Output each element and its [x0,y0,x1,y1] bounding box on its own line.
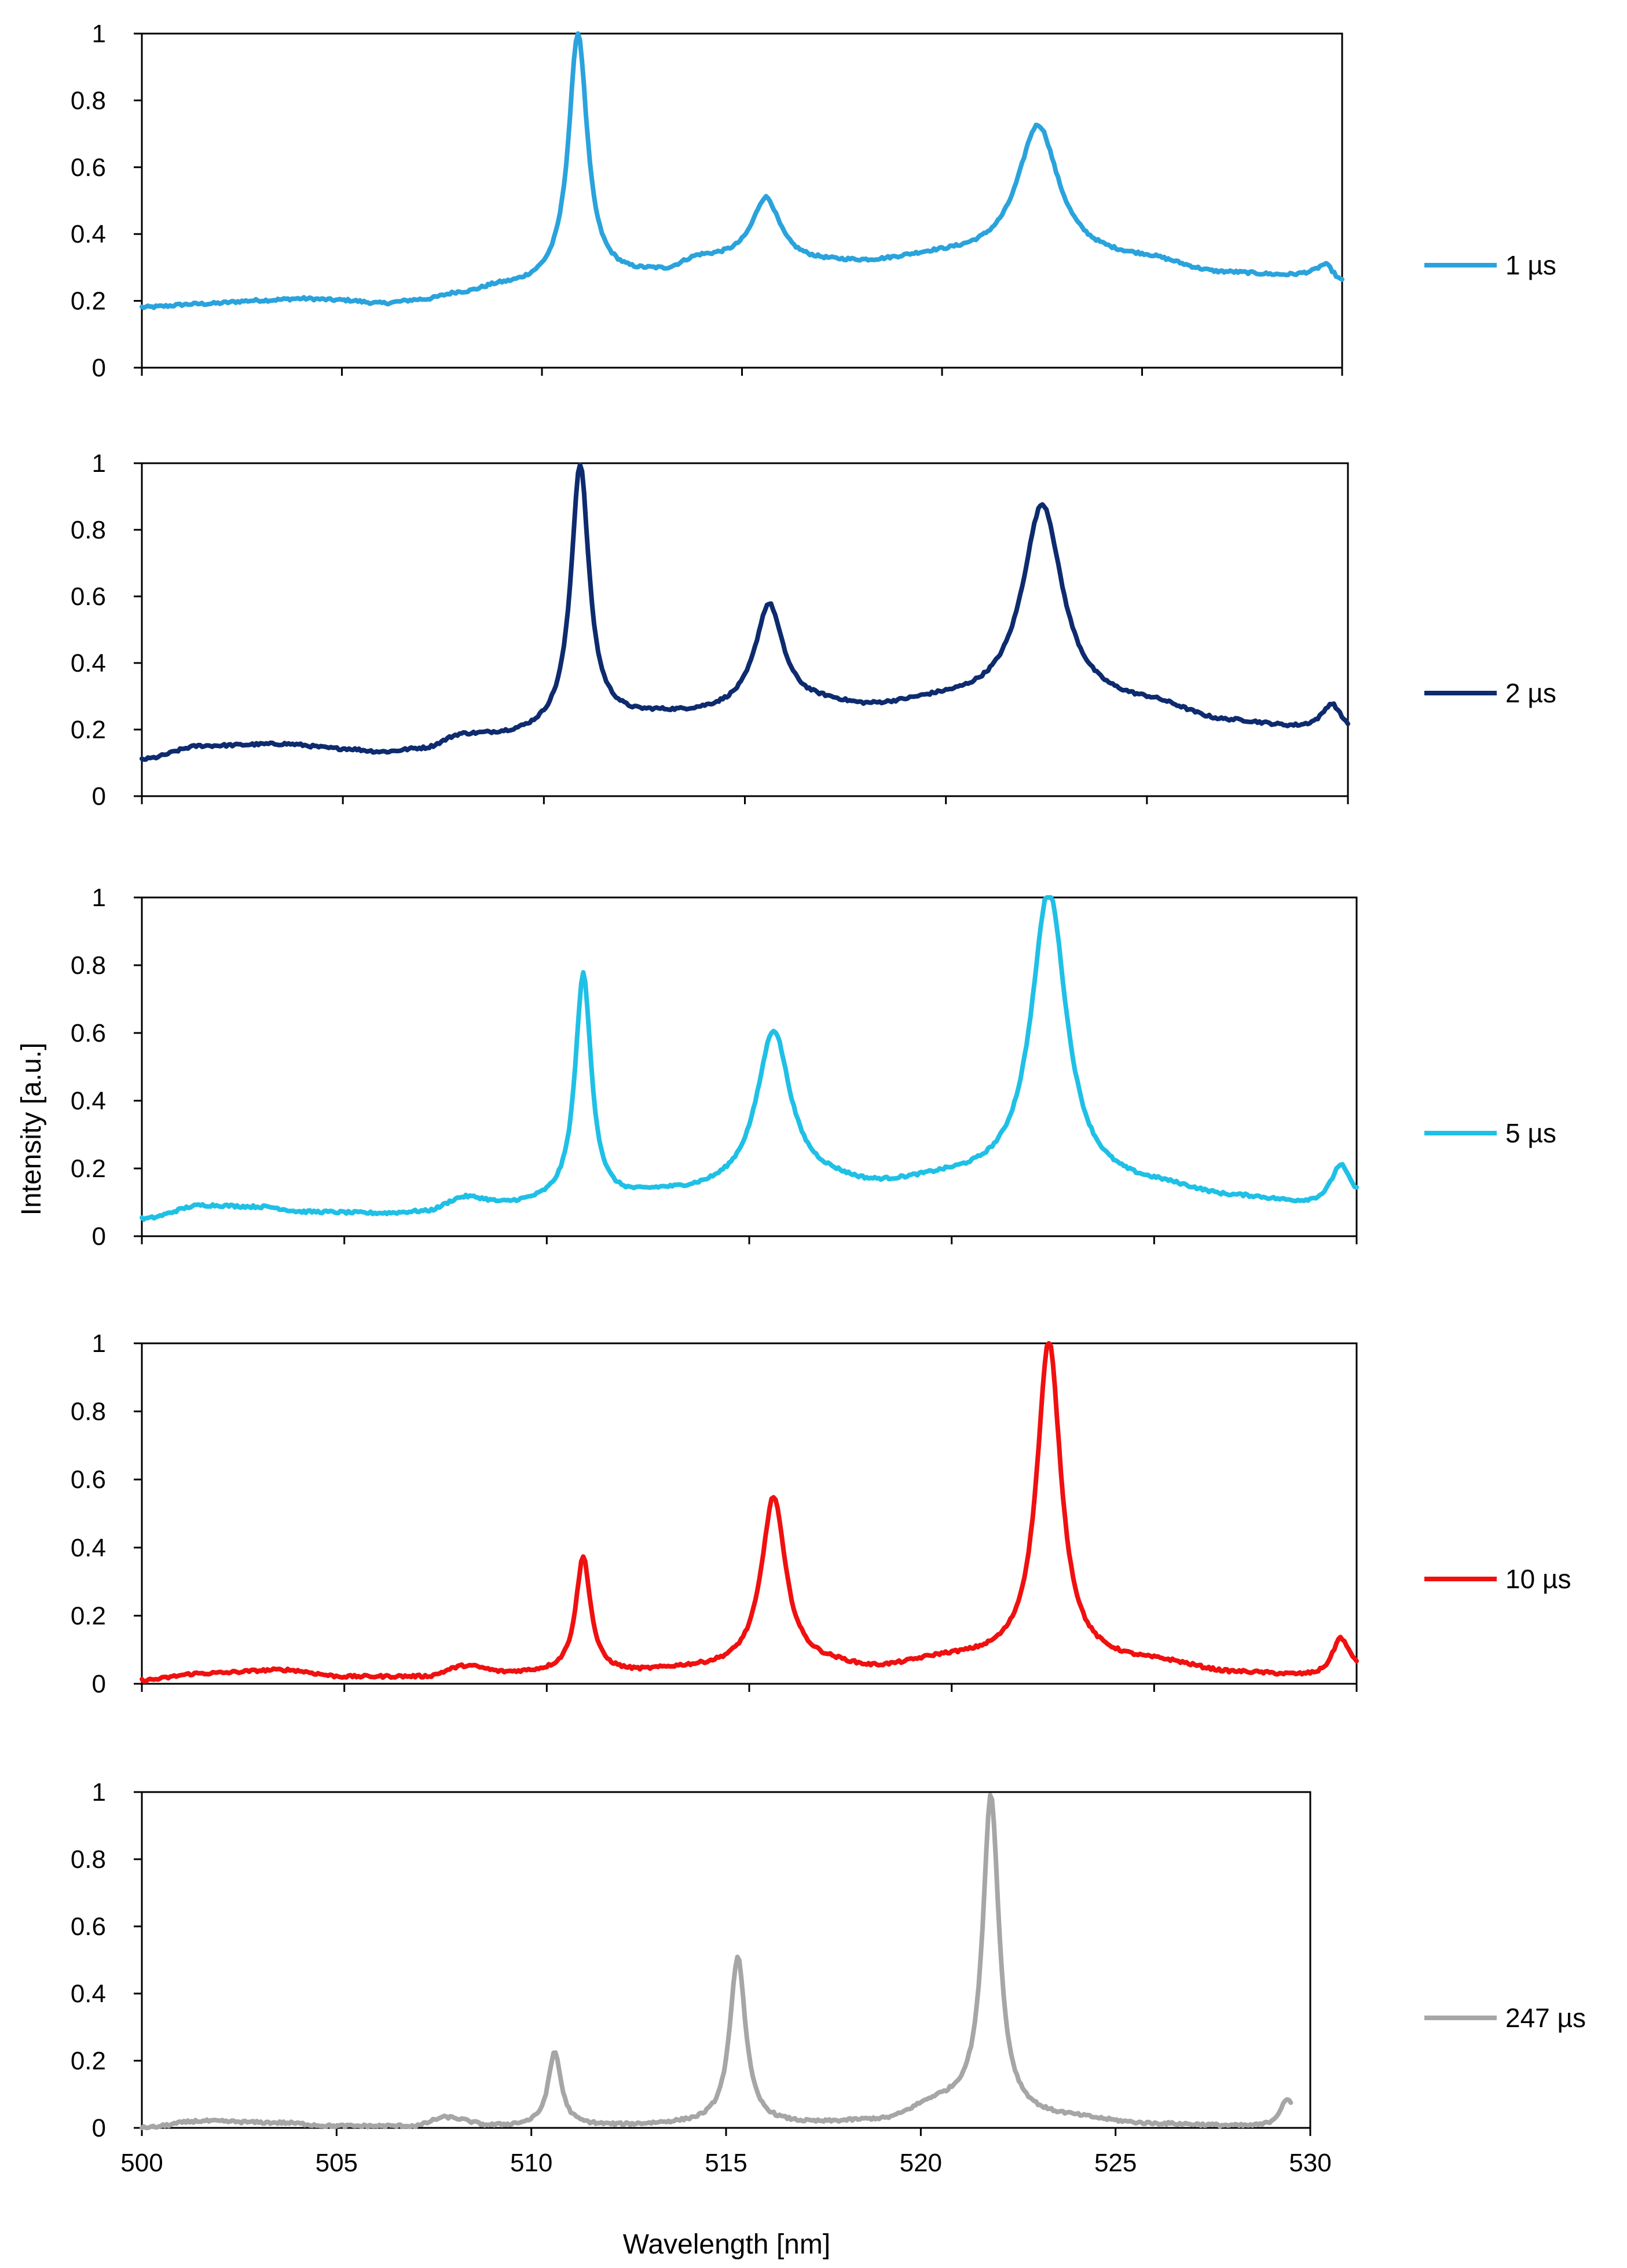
panel-1: 0 0.2 0.4 0.6 0.8 1 1 µs [71,20,1556,382]
x-tick-label: 515 [705,2149,747,2177]
legend-label: 247 µs [1505,2003,1586,2033]
legend-label: 2 µs [1505,678,1556,708]
y-tick-label: 0.6 [71,582,106,611]
y-axis-title: Intensity [a.u.] [16,1043,47,1216]
y-tick-label: 0.6 [71,1912,106,1941]
plot-frame [141,1342,1358,1685]
plot-frame [141,896,1358,1237]
x-tick-label: 525 [1094,2149,1137,2177]
y-tick-label: 0.8 [71,951,106,980]
y-tick-label: 0 [92,1222,106,1251]
x-tick-label: 510 [510,2149,552,2177]
y-tick-label: 0.8 [71,1398,106,1426]
y-tick-label: 0 [92,782,106,811]
plot-frame [141,1791,1311,2129]
y-tick-label: 0.6 [71,153,106,182]
y-tick-label: 1 [92,449,106,478]
y-tick-label: 0.4 [71,1534,106,1562]
chart-panels: 0 0.2 0.4 0.6 0.8 1 1 µs 0 0.2 0.4 0.6 0.8 1 2 µs 0 0.2… [71,20,1586,2177]
x-tick-label: 500 [120,2149,163,2177]
spectrum-line [140,1793,1293,2130]
y-tick-label: 0.2 [71,716,106,744]
y-tick-label: 0 [92,2114,106,2142]
y-tick-label: 0.8 [71,516,106,544]
spectrum-line [140,895,1359,1222]
y-tick-label: 0 [92,354,106,382]
y-tick-label: 0.4 [71,1980,106,2008]
y-tick-label: 0.2 [71,287,106,316]
y-tick-label: 0 [92,1670,106,1698]
legend-label: 5 µs [1505,1118,1556,1148]
y-tick-label: 0.2 [71,2047,106,2075]
y-tick-label: 0.8 [71,1845,106,1874]
legend-label: 10 µs [1505,1564,1571,1594]
y-tick-label: 1 [92,1329,106,1358]
panel-3: 0 0.2 0.4 0.6 0.8 1 5 µs [71,884,1556,1251]
y-tick-label: 0.6 [71,1465,106,1494]
y-tick-label: 1 [92,884,106,912]
x-tick-label: 505 [316,2149,358,2177]
y-tick-label: 0.4 [71,220,106,248]
y-tick-label: 0.2 [71,1155,106,1183]
y-tick-label: 0.8 [71,86,106,115]
y-tick-label: 0.4 [71,649,106,677]
spectrum-line [140,462,1350,762]
spectrum-line [140,1341,1359,1684]
panel-2: 0 0.2 0.4 0.6 0.8 1 2 µs [71,449,1556,811]
plot-frame [141,32,1343,369]
x-tick-label: 530 [1289,2149,1331,2177]
y-tick-label: 0.2 [71,1602,106,1630]
y-tick-label: 0.4 [71,1087,106,1115]
x-tick-label: 520 [900,2149,942,2177]
y-tick-label: 0.6 [71,1019,106,1047]
spectrum-line [140,31,1344,310]
y-tick-label: 1 [92,20,106,48]
legend-label: 1 µs [1505,250,1556,280]
x-axis-title: Wavelength [nm] [623,2229,830,2260]
y-tick-label: 1 [92,1778,106,1807]
panel-5: 0 0.2 0.4 0.6 0.8 1 500 505 510 515 520 525 530 247 µ… [71,1778,1586,2177]
panel-4: 0 0.2 0.4 0.6 0.8 1 10 µs [71,1329,1571,1698]
